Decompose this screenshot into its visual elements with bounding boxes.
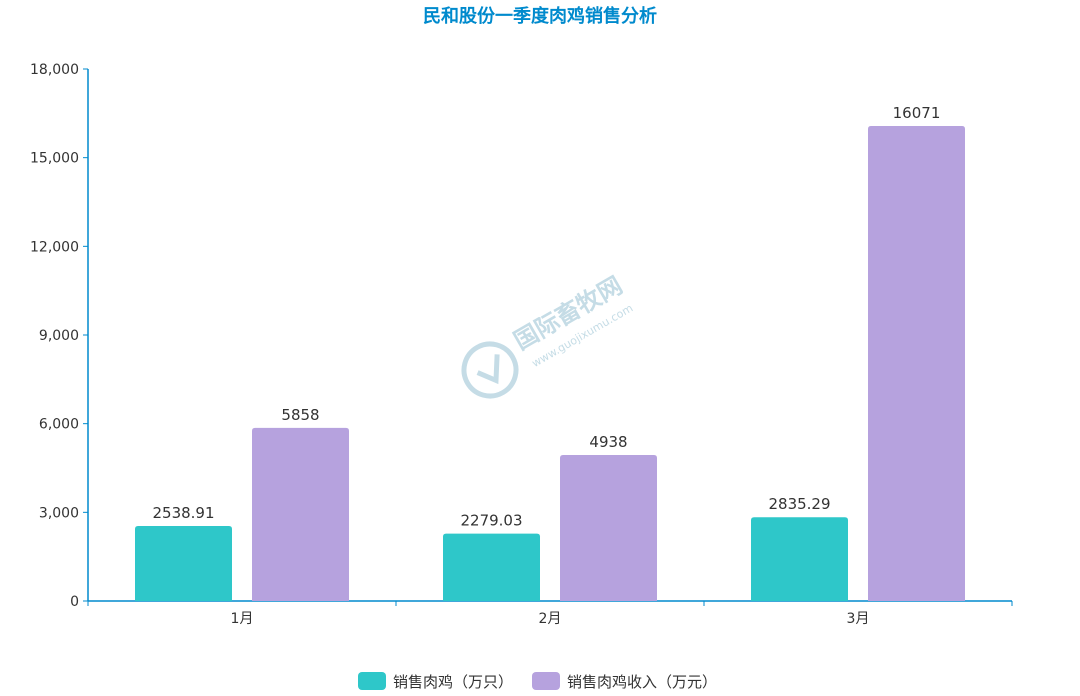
bar-1-1[interactable] [135,525,232,601]
y-tick-label: 18,000 [30,62,79,78]
axes: 0 3,000 6,000 9,000 12,000 15,000 18,000 1月 2月 3月 [30,62,1013,627]
data-label: 5858 [281,406,319,424]
watermark-bird-icon [476,354,500,385]
x-tick-label: 1月 [231,611,254,627]
legend-swatch[interactable] [532,672,560,690]
y-tick-label: 12,000 [30,239,79,255]
data-label: 2835.29 [768,495,830,513]
y-tick-label: 9,000 [39,328,79,344]
chart-title: 民和股份一季度肉鸡销售分析 [423,5,657,27]
y-tick-label: 15,000 [30,151,79,167]
x-tick-label: 3月 [847,611,870,627]
legend-swatch[interactable] [358,672,386,690]
data-label: 16071 [893,104,941,122]
bar-1-3[interactable] [751,517,848,601]
bars [135,126,965,601]
bar-2-2[interactable] [560,455,657,601]
bar-2-3[interactable] [868,126,965,601]
y-tick-label: 3,000 [39,505,79,521]
watermark: 国际畜牧网 www.guojixumu.com [461,271,635,399]
y-tick-label: 6,000 [39,417,79,433]
x-tick-label: 2月 [539,611,562,627]
legend-label[interactable]: 销售肉鸡收入（万元） [567,673,717,691]
bar-2-1[interactable] [252,427,349,601]
data-label: 4938 [589,433,627,451]
legend: 销售肉鸡（万只） 销售肉鸡收入（万元） [358,672,717,691]
data-labels: 2538.91 5858 2279.03 4938 2835.29 16071 [152,104,940,530]
watermark-logo-icon [461,341,519,399]
bar-1-2[interactable] [443,533,540,601]
data-label: 2538.91 [152,504,214,522]
legend-label[interactable]: 销售肉鸡（万只） [393,673,513,691]
data-label: 2279.03 [460,512,522,530]
y-tick-label: 0 [70,594,79,610]
